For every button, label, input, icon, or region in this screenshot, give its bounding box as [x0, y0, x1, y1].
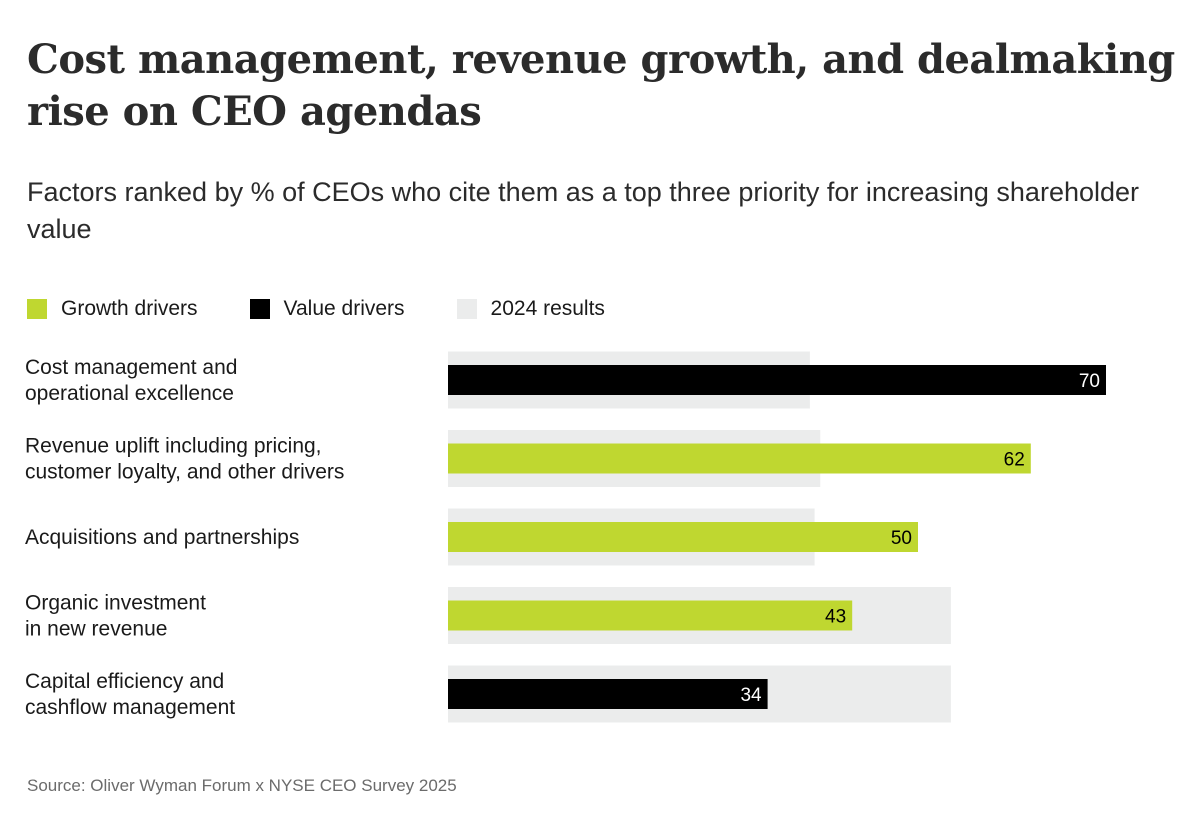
category-label-2-0: Acquisitions and partnerships	[25, 526, 299, 549]
data-label-3: 43	[825, 607, 846, 628]
bar-chart: 70 Cost management and operational excelle…	[25, 351, 1106, 723]
category-label-1-1: customer loyalty, and other drivers	[25, 461, 344, 484]
bar-2025-2	[448, 522, 918, 552]
legend-item-value: Value drivers	[249, 297, 405, 321]
legend-swatch-prior	[456, 299, 477, 319]
bar-2025-0	[448, 365, 1106, 395]
legend-item-growth: Growth drivers	[27, 297, 198, 321]
category-label-0-1: operational excellence	[25, 382, 234, 405]
chart-title: Cost management, revenue growth, and dea…	[27, 36, 1175, 135]
source-note: Source: Oliver Wyman Forum x NYSE CEO Su…	[27, 776, 457, 795]
category-label-0-0: Cost management and	[25, 356, 237, 379]
data-label-1: 62	[1004, 450, 1025, 471]
category-label-4-1: cashflow management	[25, 696, 235, 719]
legend: Growth drivers Value drivers 2024 result…	[27, 296, 657, 322]
legend-label-value: Value drivers	[283, 297, 405, 320]
data-label-0: 70	[1079, 371, 1100, 392]
legend-swatch-growth	[27, 299, 47, 319]
category-label-3-0: Organic investment	[25, 592, 206, 615]
legend-swatch-value	[249, 299, 270, 319]
legend-label-growth: Growth drivers	[61, 297, 198, 320]
bar-2025-3	[448, 600, 853, 631]
category-label-3-1: in new revenue	[25, 618, 167, 641]
legend-label-prior: 2024 results	[490, 297, 605, 320]
data-label-4: 34	[740, 685, 762, 706]
chart-subtitle: Factors ranked by % of CEOs who cite the…	[27, 177, 1140, 244]
bar-2025-1	[448, 443, 1031, 474]
category-label-4-0: Capital efficiency and	[25, 670, 224, 693]
data-label-2: 50	[891, 528, 912, 549]
category-label-1-0: Revenue uplift including pricing,	[25, 435, 322, 458]
legend-item-prior: 2024 results	[456, 297, 605, 321]
bar-2025-4	[448, 679, 768, 709]
